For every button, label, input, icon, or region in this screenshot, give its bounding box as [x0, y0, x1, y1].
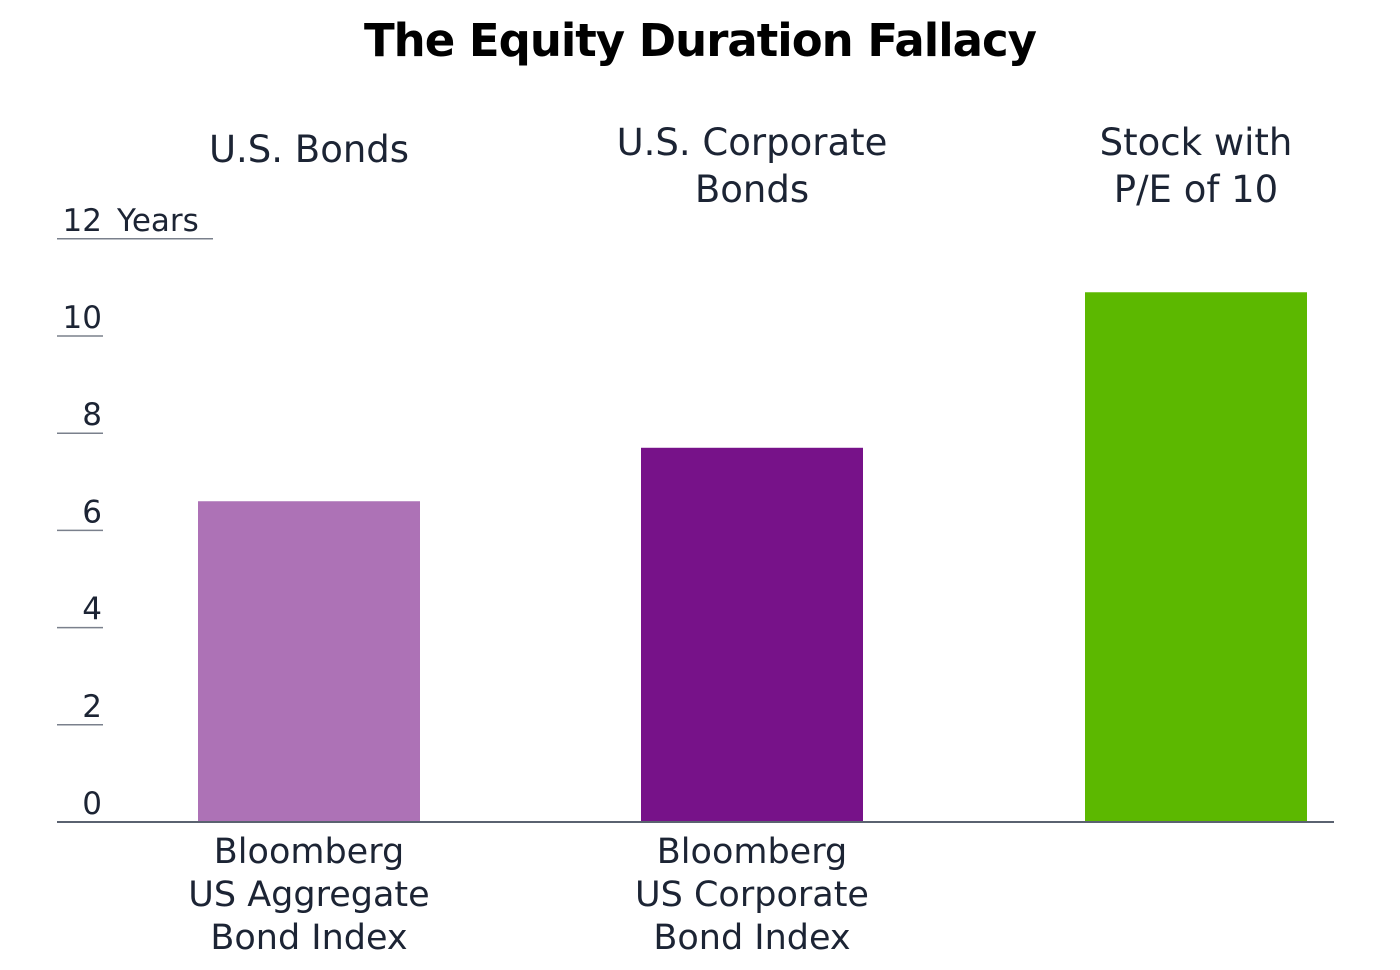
category-header-label: U.S. Corporate [617, 121, 888, 164]
category-index-label: Bloomberg [657, 832, 847, 872]
bar [641, 447, 863, 822]
category-header-label: Stock with [1100, 121, 1293, 164]
bar [198, 501, 420, 822]
category-header-label: P/E of 10 [1114, 168, 1278, 211]
category-header-label: Bonds [695, 168, 809, 211]
category-index-label: Bond Index [210, 918, 407, 958]
bar [1085, 292, 1307, 822]
bars [198, 292, 1307, 822]
category-index-label: US Corporate [635, 875, 869, 915]
y-tick-label: 6 [82, 494, 102, 530]
category-index-label: Bloomberg [214, 832, 404, 872]
y-axis: 0 2 4 6 8 10 12 Years [57, 203, 213, 822]
y-tick-label: 12 [63, 203, 102, 239]
y-tick-label: 8 [82, 397, 102, 433]
category-index-label: US Aggregate [188, 875, 429, 915]
chart-title: The Equity Duration Fallacy [363, 14, 1037, 67]
y-tick-label: 4 [82, 592, 102, 628]
y-axis-unit-label: Years [116, 203, 199, 239]
y-tick-label: 2 [82, 689, 102, 725]
y-tick-label: 10 [63, 300, 102, 336]
category-index-label: Bond Index [653, 918, 850, 958]
category-header-label: U.S. Bonds [209, 128, 409, 171]
y-tick-label: 0 [82, 786, 102, 822]
